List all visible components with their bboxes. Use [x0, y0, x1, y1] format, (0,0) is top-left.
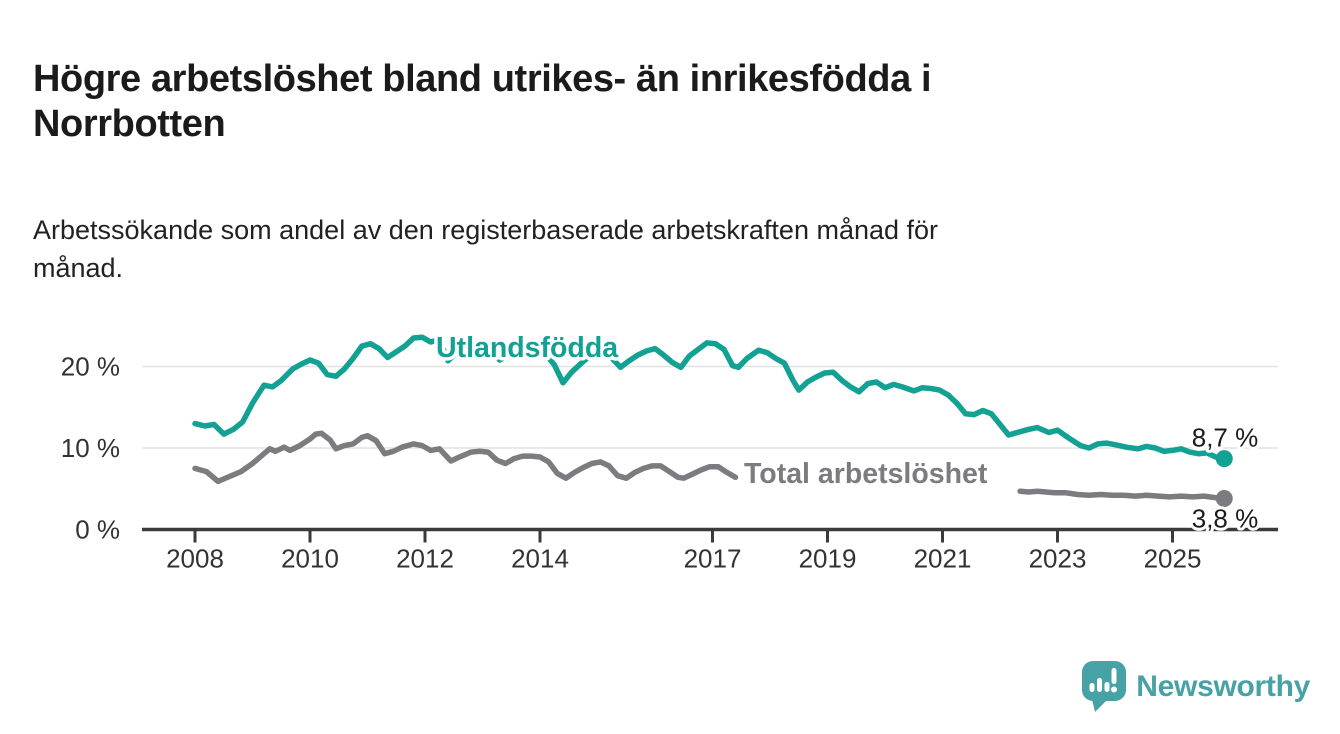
subtitle-line-2: månad. [33, 253, 124, 283]
chart-subtitle: Arbetssökande som andel av den registerb… [33, 211, 938, 287]
newsworthy-logo-icon [1082, 661, 1127, 712]
series-line-0-segment-0 [192, 334, 1228, 462]
x-axis-tick-label-2023: 2023 [1029, 544, 1087, 574]
x-axis-tick-label-2012: 2012 [396, 544, 454, 574]
x-axis-tick-label-2021: 2021 [914, 544, 972, 574]
x-axis-tick-label-2025: 2025 [1144, 544, 1202, 574]
title-line-1: Högre arbetslöshet bland utrikes- än inr… [33, 58, 932, 101]
y-axis-label-20: 20 % [61, 352, 120, 382]
end-value-label-0: 8,7 % [1192, 423, 1259, 453]
page-title: Högre arbetslöshet bland utrikes- än inr… [33, 57, 932, 147]
y-axis-label-0: 0 % [75, 515, 120, 545]
series-line-1-segment-0 [192, 430, 739, 485]
newsworthy-logo-text: Newsworthy [1136, 669, 1310, 703]
x-axis-tick-label-2017: 2017 [684, 544, 742, 574]
newsworthy-logo: Newsworthy [1081, 660, 1310, 713]
x-axis-tick-label-2019: 2019 [799, 544, 857, 574]
x-axis-tick-label-2008: 2008 [166, 544, 224, 574]
series-line-1-segment-1 [1017, 488, 1228, 502]
x-axis-tick-label-2014: 2014 [511, 544, 569, 574]
y-axis-label-10: 10 % [61, 433, 120, 463]
series-inline-label-0: Utlandsfödda [436, 332, 619, 364]
series-end-dot-1 [1215, 490, 1233, 508]
series-end-dot-0 [1215, 450, 1233, 468]
title-line-2: Norrbotten [33, 103, 226, 146]
x-axis-tick-label-2010: 2010 [281, 544, 339, 574]
subtitle-line-1: Arbetssökande som andel av den registerb… [33, 215, 939, 245]
series-inline-label-1: Total arbetslöshet [744, 458, 988, 490]
end-value-label-1: 3,8 % [1192, 504, 1259, 534]
